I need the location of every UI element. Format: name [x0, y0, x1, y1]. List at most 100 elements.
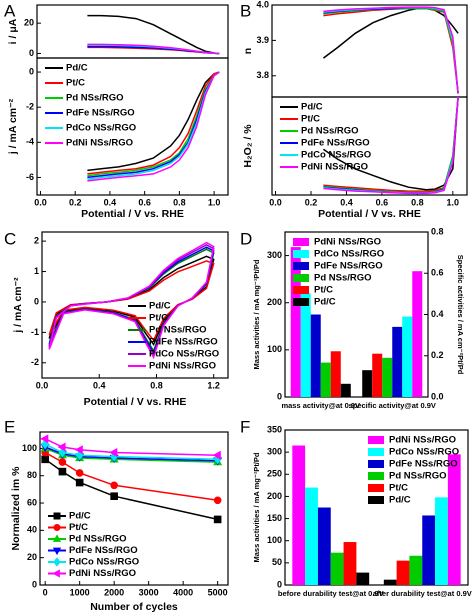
bar — [392, 326, 403, 397]
legend-label: Pt/C — [301, 114, 320, 125]
x-tick-label: 0.4 — [104, 197, 117, 207]
data-line — [323, 6, 459, 94]
y-tick-label: -1 — [31, 327, 39, 337]
legend-label: Pt/C — [69, 522, 88, 533]
y-tick-label: 50 — [272, 557, 282, 567]
category-label: after durability test@at 0.9V — [373, 589, 472, 598]
marker — [58, 467, 67, 476]
y-tick-label: 100 — [267, 535, 282, 545]
bar — [340, 383, 351, 397]
panel-label: E — [4, 417, 15, 436]
y-tick-label: 0 — [277, 579, 282, 589]
bar — [362, 370, 373, 397]
bar — [356, 572, 370, 585]
x-axis-label: Potential / V vs. RHE — [84, 396, 187, 408]
legend-label: Pd NSs/RGO — [314, 273, 372, 284]
marker — [110, 492, 118, 501]
legend-marker — [53, 512, 61, 520]
y-axis-label: Mass activities / mA mg⁻¹Pt/Pd — [252, 452, 261, 562]
legend-label: PdNi NSs/RGO — [301, 162, 368, 173]
legend-marker — [53, 524, 61, 531]
y-tick-label: 200 — [267, 491, 282, 501]
category-label: before durability test@at 0.9V — [278, 589, 384, 598]
x-tick-label: 0.6 — [138, 197, 151, 207]
y-tick-label: 250 — [267, 469, 282, 479]
y-axis-label: j / mA cm⁻² — [12, 277, 24, 334]
legend-label: PdNi NSs/RGO — [69, 568, 136, 579]
y-tick-label: -6 — [26, 172, 34, 182]
x-tick-label: 0.8 — [173, 197, 186, 207]
bar — [317, 507, 331, 585]
y-tick-label: 0 — [32, 579, 37, 589]
x-tick-label: 1.2 — [207, 380, 220, 390]
legend-swatch — [293, 298, 309, 306]
y-tick-label: 0 — [29, 48, 34, 58]
bar — [396, 560, 410, 585]
y-tick-label: 60 — [27, 497, 37, 507]
x-tick-label: 0.2 — [69, 197, 82, 207]
legend-label: PdCo NSs/RGO — [389, 447, 459, 458]
legend-marker — [53, 557, 61, 567]
bar — [412, 271, 423, 397]
legend-label: Pd NSs/RGO — [69, 534, 127, 545]
marker — [58, 458, 67, 466]
bar — [402, 316, 413, 397]
bar — [382, 357, 393, 397]
legend-label: PdFe NSs/RGO — [301, 138, 370, 149]
bar — [343, 542, 357, 585]
legend-swatch — [368, 460, 384, 468]
legend-swatch — [293, 250, 309, 258]
legend-label: PdNi NSs/RGO — [314, 237, 381, 248]
x-tick-label: 1000 — [70, 587, 90, 597]
y-axis-label: Normalized im % — [10, 466, 22, 551]
legend-swatch — [293, 238, 309, 246]
legend-label: Pd NSs/RGO — [301, 126, 359, 137]
legend-swatch — [368, 472, 384, 480]
bar — [330, 351, 341, 397]
legend-label: PdFe NSs/RGO — [66, 108, 135, 119]
data-line — [48, 241, 215, 360]
panel-label: C — [4, 229, 16, 248]
y2-tick-label: 0.8 — [431, 226, 444, 236]
y-tick-label: -2 — [31, 357, 39, 367]
x-tick-label: 1.0 — [208, 197, 221, 207]
marker — [109, 448, 118, 457]
marker — [75, 478, 84, 487]
legend-swatch — [368, 484, 384, 492]
y-tick-label: 40 — [27, 525, 37, 535]
y-axis-label: Mass activities / mA mg⁻¹Pt/Pd — [252, 259, 261, 369]
bar — [305, 487, 318, 585]
x-tick-label: 0.4 — [340, 197, 353, 207]
bar — [330, 552, 344, 585]
plot-frame — [271, 96, 468, 196]
x-tick-label: 2000 — [104, 587, 124, 597]
legend-swatch — [293, 286, 309, 294]
legend-swatch — [368, 448, 384, 456]
marker — [213, 496, 222, 505]
data-line — [323, 7, 459, 94]
legend-swatch — [293, 274, 309, 282]
legend-label: PdFe NSs/RGO — [389, 459, 458, 470]
data-line — [87, 71, 220, 172]
y-tick-label: 3.8 — [256, 70, 269, 80]
y-tick-label: 100 — [267, 344, 282, 354]
legend-label: Pd/C — [314, 297, 336, 308]
y-tick-label: 350 — [267, 424, 282, 434]
y-tick-label: 80 — [27, 470, 37, 480]
bar — [372, 353, 383, 397]
legend-label: PdNi NSs/RGO — [149, 361, 216, 372]
panel-label: A — [4, 1, 16, 20]
bar — [447, 454, 461, 585]
bar — [435, 497, 448, 585]
bar — [320, 362, 331, 397]
x-tick-label: 5000 — [208, 587, 228, 597]
legend-label: Pd/C — [149, 301, 171, 312]
x-tick-label: 0.0 — [36, 380, 49, 390]
data-line — [323, 7, 459, 94]
x-tick-label: 0.8 — [150, 380, 163, 390]
panel-label: B — [240, 1, 251, 20]
panel-label: F — [240, 417, 250, 436]
legend-marker — [52, 569, 60, 578]
y-axis-label: n — [242, 48, 254, 54]
